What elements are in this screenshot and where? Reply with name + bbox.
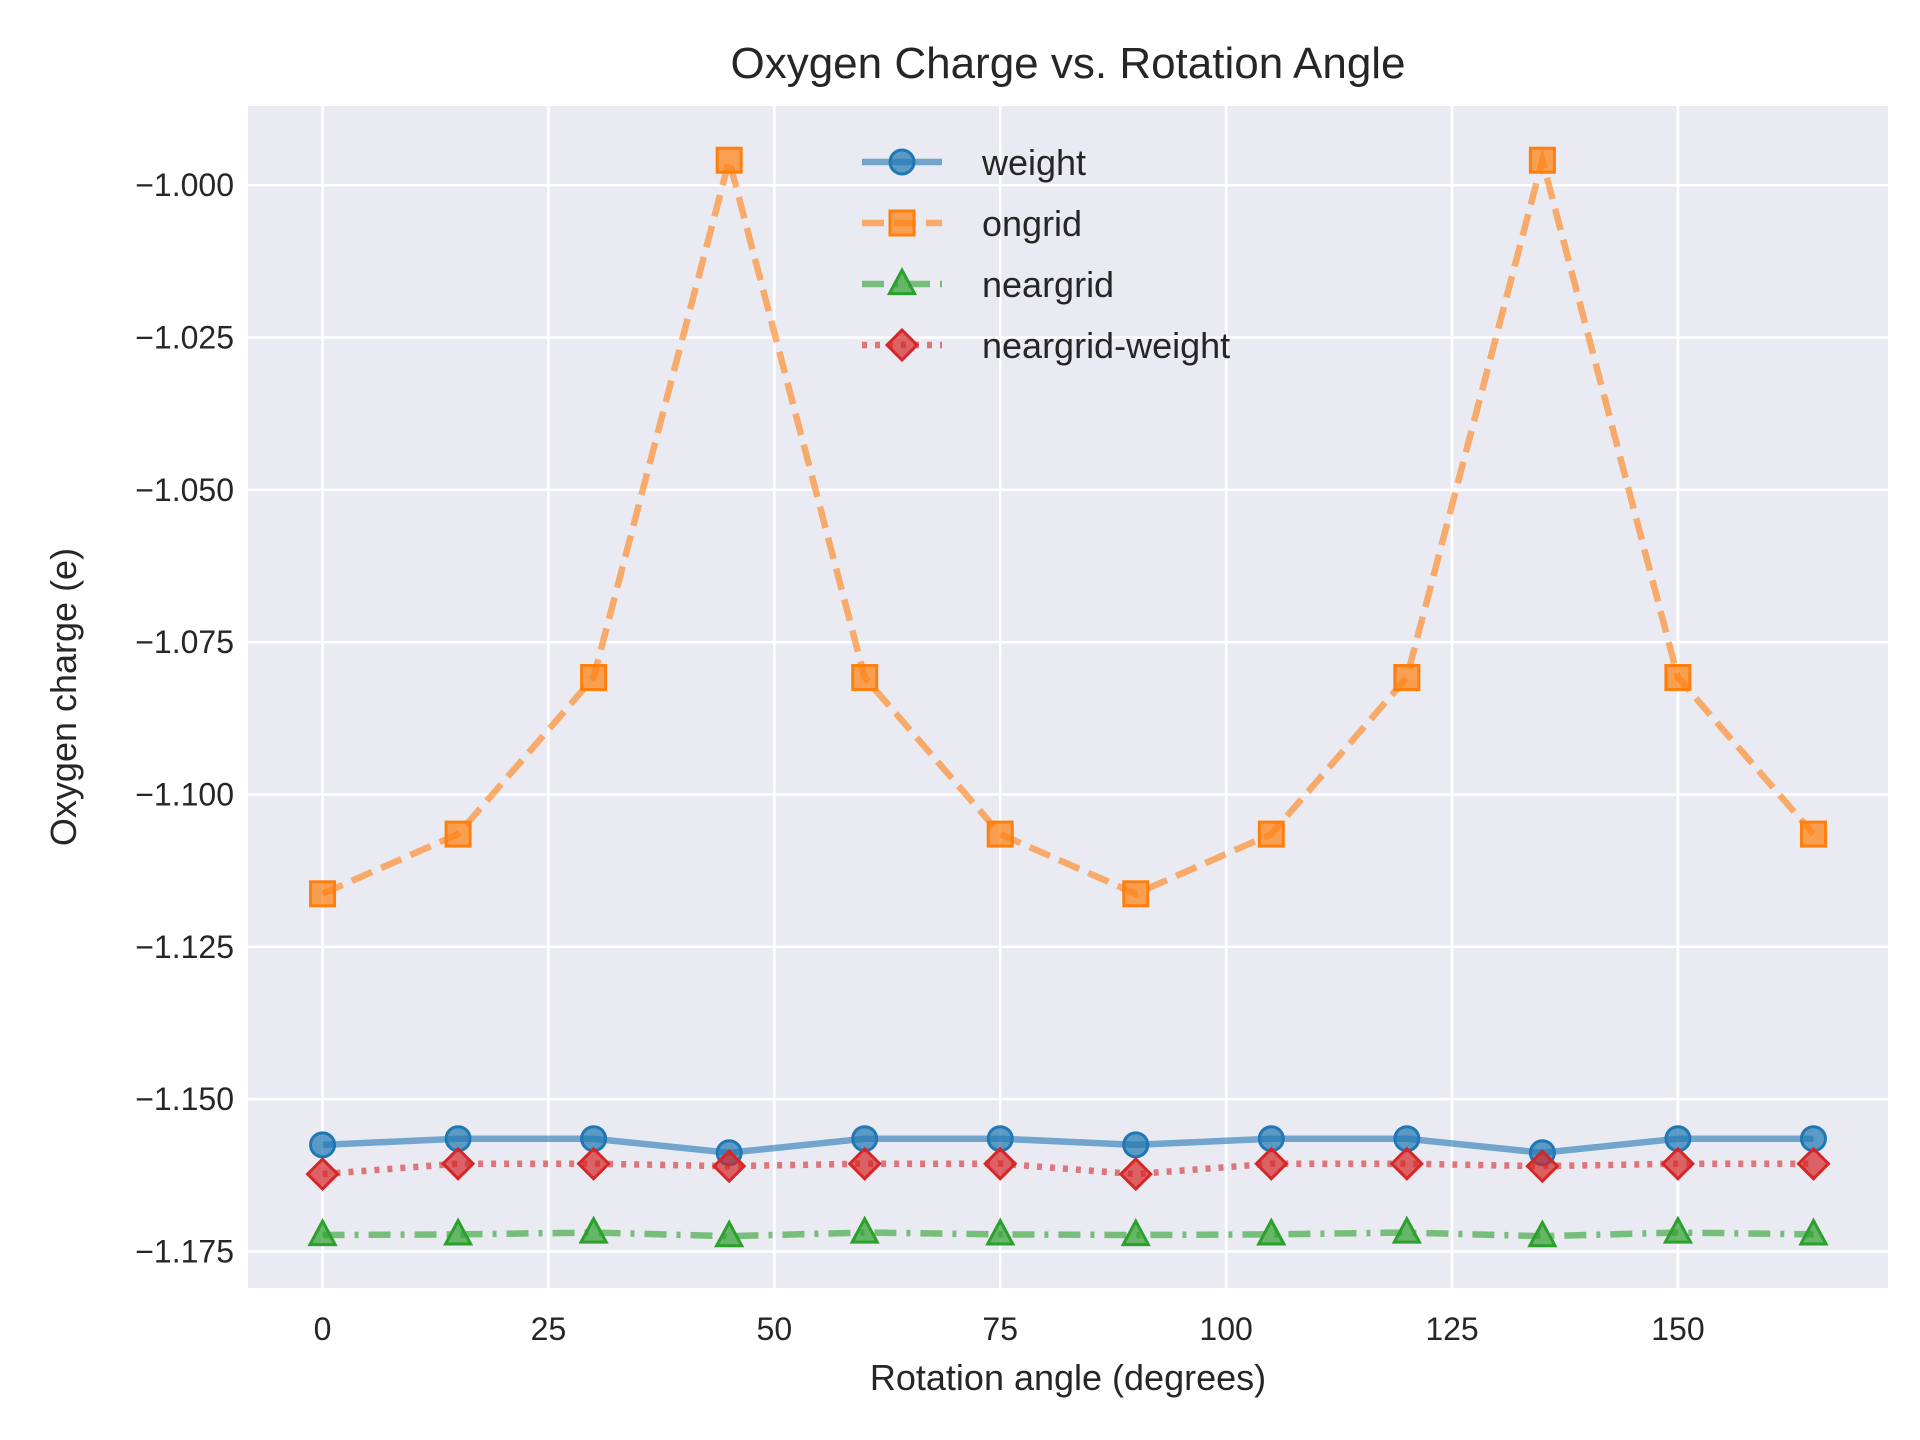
data-point-ongrid xyxy=(1257,820,1285,848)
y-tick-label: −1.100 xyxy=(135,776,234,812)
y-tick-label: −1.050 xyxy=(135,472,234,508)
data-point-neargrid-weight xyxy=(1660,1146,1696,1181)
grid xyxy=(248,106,1888,1288)
data-point-neargrid-weight xyxy=(1525,1149,1560,1184)
x-axis-label: Rotation angle (degrees) xyxy=(870,1357,1266,1398)
legend-label: neargrid xyxy=(982,264,1114,305)
series-ongrid xyxy=(309,146,1827,908)
x-tick-label: 50 xyxy=(757,1311,793,1347)
data-point-ongrid xyxy=(1799,820,1827,848)
legend-label: weight xyxy=(981,142,1086,183)
y-tick-label: −1.175 xyxy=(135,1233,234,1269)
data-point-neargrid xyxy=(1662,1215,1694,1244)
data-point-neargrid xyxy=(1798,1217,1829,1246)
y-axis-label: Oxygen charge (e) xyxy=(43,548,84,846)
data-point-neargrid-weight xyxy=(576,1146,611,1181)
y-tick-label: −1.000 xyxy=(135,167,234,203)
x-tick-label: 100 xyxy=(1199,1311,1252,1347)
data-point-neargrid xyxy=(307,1218,338,1247)
data-point-ongrid xyxy=(309,880,337,908)
data-point-ongrid xyxy=(1393,664,1421,692)
data-point-neargrid-weight xyxy=(440,1146,476,1181)
legend-marker xyxy=(888,209,916,237)
data-point-neargrid-weight xyxy=(712,1149,747,1184)
data-point-neargrid-weight xyxy=(847,1146,882,1181)
series-line-neargrid-weight xyxy=(322,1160,1814,1178)
legend: weight ongrid neargrid neargrid-weight xyxy=(862,142,1230,366)
data-point-ongrid xyxy=(1664,664,1692,692)
x-tick-label: 150 xyxy=(1651,1311,1704,1347)
series-line-ongrid xyxy=(321,147,1816,898)
y-tick-label: −1.150 xyxy=(135,1081,234,1117)
data-point-ongrid xyxy=(580,664,608,692)
x-tick-label: 25 xyxy=(531,1311,567,1347)
y-tick-label: −1.025 xyxy=(135,320,234,356)
data-point-neargrid xyxy=(714,1219,745,1248)
legend-item-weight: weight xyxy=(862,142,1086,183)
data-point-neargrid xyxy=(1256,1217,1287,1246)
data-point-neargrid xyxy=(1527,1219,1558,1248)
data-point-neargrid-weight xyxy=(305,1156,340,1192)
data-point-neargrid-weight xyxy=(1389,1146,1424,1181)
data-point-neargrid xyxy=(1120,1218,1151,1247)
data-point-ongrid xyxy=(851,664,879,692)
data-point-ongrid xyxy=(444,820,472,848)
data-point-ongrid xyxy=(1122,880,1150,908)
data-point-weight xyxy=(309,1131,337,1159)
legend-marker xyxy=(886,267,918,296)
data-point-ongrid xyxy=(715,146,743,174)
series-neargrid-weight xyxy=(305,1146,1831,1192)
data-point-neargrid-weight xyxy=(983,1146,1018,1181)
chart-title: Oxygen Charge vs. Rotation Angle xyxy=(730,39,1405,88)
series-weight xyxy=(309,1125,1827,1167)
data-point-neargrid xyxy=(849,1215,880,1244)
y-tick-label: −1.125 xyxy=(135,929,234,965)
data-point-neargrid-weight xyxy=(1254,1146,1289,1181)
data-point-neargrid xyxy=(578,1215,609,1244)
data-point-ongrid xyxy=(986,820,1014,848)
y-tick-label: −1.075 xyxy=(135,624,234,660)
plot-background xyxy=(248,106,1888,1288)
data-point-neargrid-weight xyxy=(1118,1156,1153,1192)
x-tick-label: 125 xyxy=(1425,1311,1478,1347)
legend-marker xyxy=(884,327,920,363)
data-point-neargrid xyxy=(985,1217,1016,1246)
legend-label: ongrid xyxy=(982,203,1082,244)
data-point-neargrid xyxy=(442,1217,474,1246)
series-line-neargrid xyxy=(322,1229,1814,1240)
legend-label: neargrid-weight xyxy=(982,325,1230,366)
ticks: 0 25 50 75 100 125 150 −1.000 −1.025 −1.050 −1.075… xyxy=(135,167,1704,1347)
x-tick-label: 75 xyxy=(982,1311,1018,1347)
data-point-neargrid xyxy=(1391,1215,1422,1244)
legend-item-neargrid-weight: neargrid-weight xyxy=(862,325,1230,366)
series-line-weight xyxy=(322,1135,1814,1157)
legend-item-ongrid: ongrid xyxy=(862,203,1082,244)
x-tick-label: 0 xyxy=(314,1311,332,1347)
series-group xyxy=(305,146,1831,1248)
data-point-neargrid-weight xyxy=(1796,1146,1831,1181)
data-point-weight xyxy=(1122,1131,1150,1159)
data-point-ongrid xyxy=(1528,146,1556,174)
legend-item-neargrid: neargrid xyxy=(862,264,1114,305)
series-neargrid xyxy=(307,1215,1829,1248)
legend-marker xyxy=(888,148,916,176)
